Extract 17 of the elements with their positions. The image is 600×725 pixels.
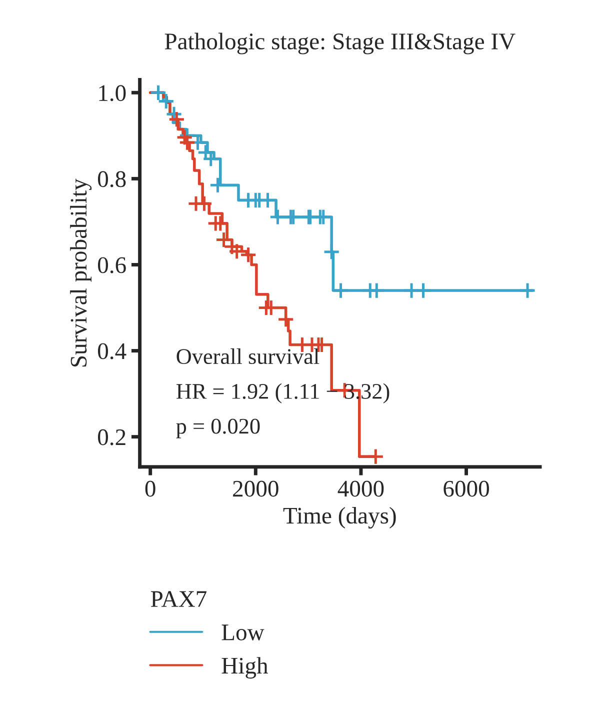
annotation: p = 0.020 <box>176 418 260 438</box>
legend-label: Low <box>222 624 264 640</box>
y-tick-label: 0.4 <box>98 343 126 360</box>
x-tick-label: 6000 <box>444 480 489 497</box>
x-tick-label: 4000 <box>338 480 384 497</box>
y-axis-title: Survival probability <box>70 178 92 367</box>
y-tick-label: 0.2 <box>98 429 126 446</box>
x-tick-label: 0 <box>145 480 156 497</box>
annotation: Overall survival <box>176 348 320 364</box>
y-tick-label: 1.0 <box>99 85 126 102</box>
legend-label: High <box>222 657 268 679</box>
x-tick-label: 2000 <box>233 480 278 497</box>
x-axis-title: Time (days) <box>283 507 396 529</box>
chart-title: Pathologic stage: Stage III&Stage IV <box>164 32 516 54</box>
y-tick-label: 0.6 <box>98 257 126 274</box>
y-tick-label: 0.8 <box>98 171 126 188</box>
legend-title: PAX7 <box>150 591 206 607</box>
